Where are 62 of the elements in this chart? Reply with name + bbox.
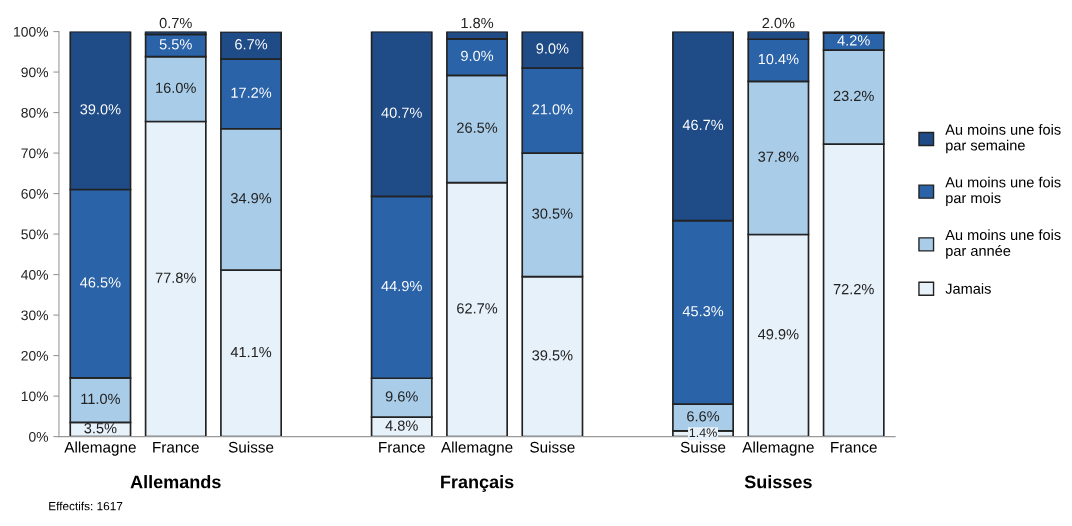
data-label: 30.5% — [532, 208, 573, 219]
y-tick-label: 40% — [21, 269, 49, 280]
y-tick-label: 60% — [21, 188, 49, 199]
text: Allemands — [130, 475, 221, 489]
x-tick-label: Suisse — [228, 441, 274, 453]
y-tick-label: 50% — [21, 229, 49, 240]
data-label: 17.2% — [231, 87, 272, 98]
data-label: 4.8% — [385, 420, 418, 431]
data-label: 6.7% — [235, 39, 268, 50]
y-tick-label: 30% — [21, 310, 49, 321]
data-label: 34.9% — [230, 193, 272, 204]
data-label: 1.8% — [461, 17, 494, 29]
x-tick-label: Allemagne — [440, 441, 513, 456]
y-tick-label: 10% — [21, 391, 49, 402]
data-label: 4.2% — [837, 35, 870, 46]
data-label: 21.0% — [532, 104, 573, 115]
data-label: 46.7% — [682, 119, 724, 131]
data-label: 41.1% — [230, 347, 272, 358]
data-label: 16.0% — [156, 82, 196, 93]
x-tick-label: Allemagne — [64, 441, 136, 456]
data-label: 0.7% — [159, 17, 192, 29]
data-label: 2.0% — [762, 17, 795, 29]
data-label: 9.6% — [385, 391, 418, 402]
data-label: 62.7% — [457, 303, 498, 314]
legend-label: Au moins une fois par mois — [945, 176, 1061, 207]
data-label: 39.5% — [532, 350, 573, 361]
x-tick-label: Suisse — [680, 441, 726, 453]
y-tick-label: 20% — [21, 350, 49, 361]
data-label: 46.5% — [80, 277, 121, 288]
data-label: 10.4% — [758, 53, 799, 65]
y-tick-label: 90% — [21, 67, 49, 78]
y-tick-label: 0% — [29, 431, 49, 442]
data-label: 9.0% — [536, 43, 569, 54]
data-label: 45.3% — [682, 306, 724, 317]
text: Français — [441, 475, 514, 492]
x-tick-label: Allemagne — [742, 441, 814, 456]
data-label: 11.0% — [81, 393, 121, 405]
y-tick-label: 80% — [21, 107, 49, 118]
data-label: 23.2% — [833, 90, 874, 102]
y-tick-label: 70% — [21, 148, 49, 159]
x-tick-label: France — [153, 442, 199, 453]
data-label: 39.0% — [80, 104, 121, 115]
data-label: 40.7% — [381, 107, 422, 118]
data-label: 44.9% — [381, 280, 422, 292]
x-tick-label: France — [379, 442, 425, 453]
data-label: 37.8% — [758, 151, 799, 162]
data-label: 5.5% — [159, 39, 192, 50]
data-label: 26.5% — [457, 122, 498, 133]
data-label: 3.5% — [84, 423, 117, 434]
legend-label: Au moins une fois par semaine — [945, 124, 1061, 154]
data-label: 49.9% — [758, 329, 799, 340]
text: Effectifs: 1617 — [49, 501, 123, 511]
x-tick-label: Suisse — [530, 441, 575, 453]
y-tick-label: 100% — [14, 26, 49, 37]
text: Suisses — [744, 475, 812, 489]
legend-label: Au moins une fois par année — [945, 229, 1061, 259]
data-label: 77.8% — [155, 272, 196, 283]
data-label: 6.6% — [687, 411, 720, 422]
data-label: 72.2% — [833, 283, 874, 295]
x-tick-label: France — [831, 442, 877, 453]
data-label: 9.0% — [461, 50, 494, 61]
legend-label: Jamais — [945, 283, 991, 294]
